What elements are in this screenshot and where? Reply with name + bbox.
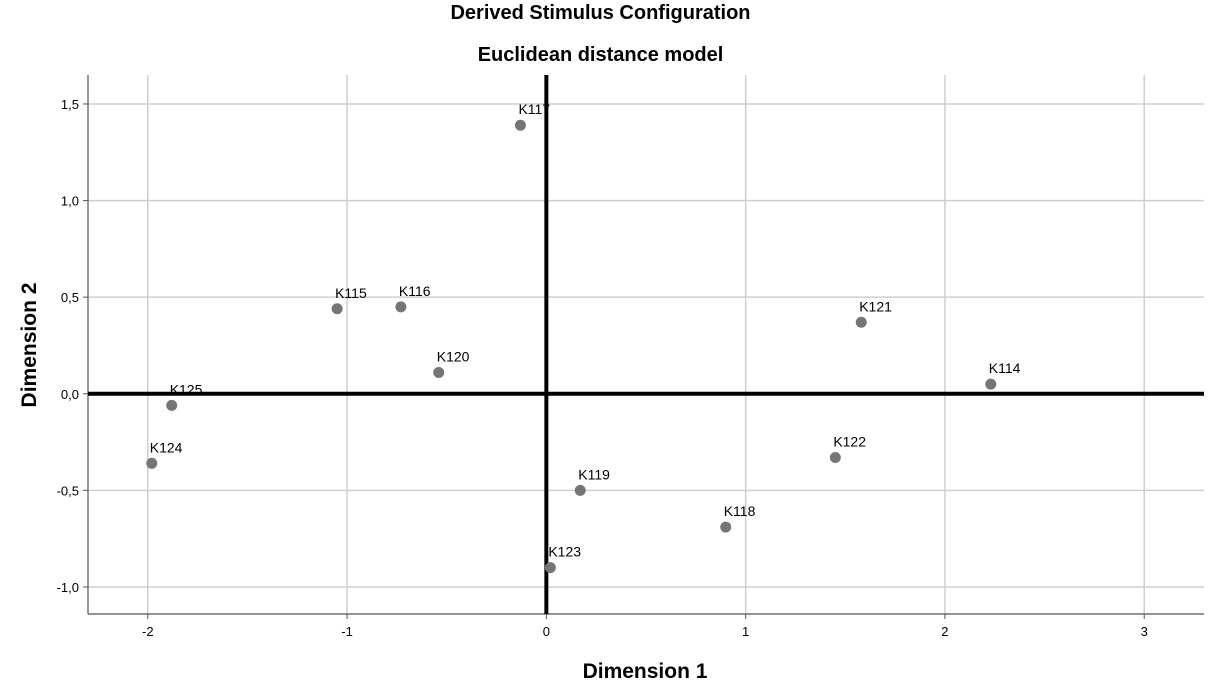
x-axis-label: Dimension 1 (582, 660, 708, 683)
data-point (855, 316, 867, 328)
y-tick-label: 0,5 (61, 290, 79, 305)
data-point (720, 521, 732, 533)
data-point-label: K114 (989, 360, 1021, 376)
y-tick-label: 0,0 (61, 387, 79, 402)
data-point-label: K125 (170, 381, 203, 397)
data-point (574, 484, 586, 496)
data-point (166, 399, 178, 411)
y-tick-label: -0,5 (57, 483, 79, 498)
x-tick-label: 0 (543, 624, 550, 639)
data-point (433, 367, 445, 379)
data-point (395, 301, 407, 313)
data-point-label: K123 (548, 544, 581, 560)
data-point-label: K120 (437, 349, 470, 365)
y-tick-label: -1,0 (57, 580, 79, 595)
data-point-label: K121 (859, 298, 892, 314)
data-point (146, 457, 158, 469)
data-point-label: K116 (399, 283, 431, 299)
x-tick-label: 3 (1141, 624, 1148, 639)
data-point (514, 119, 526, 131)
x-tick-label: 1 (742, 624, 749, 639)
data-point (829, 452, 841, 464)
y-tick-label: 1,5 (61, 97, 79, 112)
data-point (331, 303, 343, 315)
data-point (544, 562, 556, 574)
data-point-label: K124 (150, 439, 183, 455)
data-point-label: K118 (724, 503, 756, 519)
chart-title: Derived Stimulus Configuration (450, 2, 751, 24)
data-point-label: K122 (833, 434, 866, 450)
x-tick-label: -2 (142, 624, 154, 639)
y-axis-label: Dimension 2 (18, 282, 41, 408)
x-tick-label: 2 (941, 624, 948, 639)
y-tick-label: 1,0 (61, 194, 79, 209)
chart-subtitle: Euclidean distance model (477, 44, 724, 66)
data-point-label: K115 (335, 285, 367, 301)
data-point (985, 378, 997, 390)
data-point-label: K117 (518, 101, 550, 117)
data-point-label: K119 (578, 466, 610, 482)
x-tick-label: -1 (341, 624, 353, 639)
